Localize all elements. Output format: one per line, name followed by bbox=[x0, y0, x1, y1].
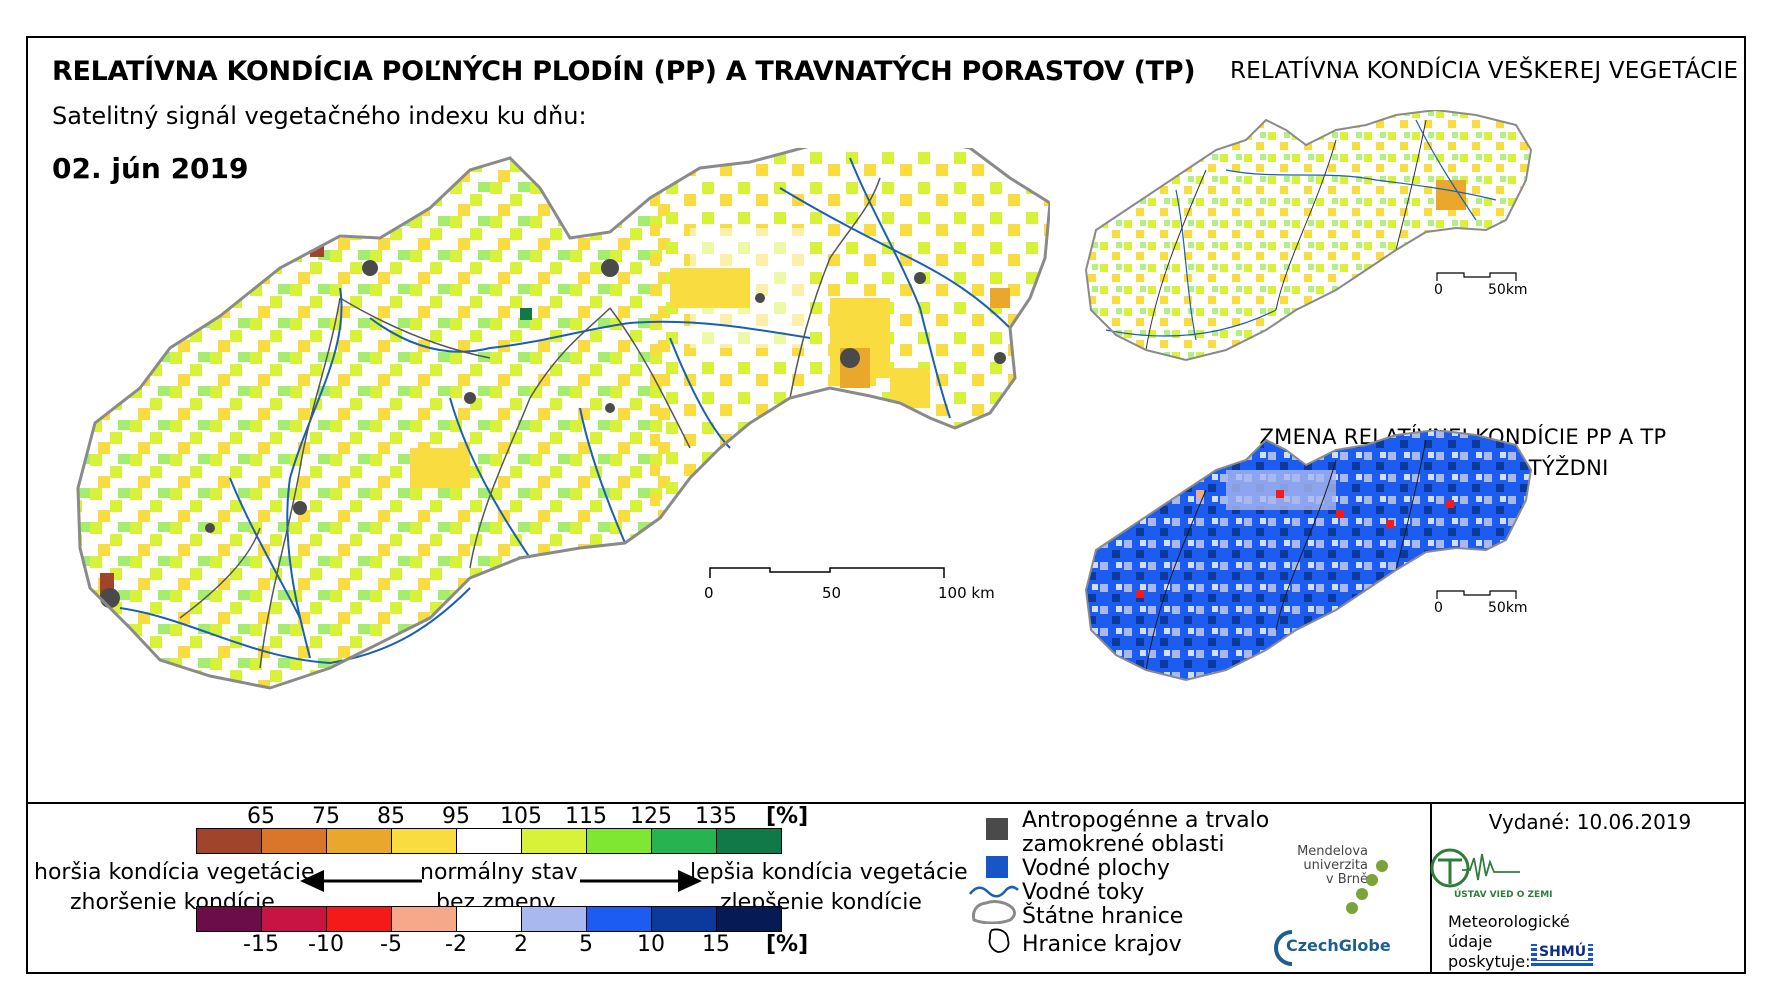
change-scale-tick-7: 15 bbox=[702, 932, 730, 957]
condition-scale-tick-2: 85 bbox=[377, 804, 405, 829]
meteo-credit-line3: poskytuje: bbox=[1448, 952, 1531, 971]
inset-top-scalebar-label-50: 50km bbox=[1488, 282, 1528, 298]
change-scale-tick-2: -5 bbox=[380, 932, 402, 957]
condition-scale-tick-4: 105 bbox=[500, 804, 542, 829]
condition-scale-tick-3: 95 bbox=[442, 804, 470, 829]
condition-scale-tick-5: 115 bbox=[565, 804, 607, 829]
condition-scale-tick-6: 125 bbox=[630, 804, 672, 829]
inset-top-scalebar bbox=[1436, 272, 1517, 281]
inset-weekly-change-map bbox=[1084, 430, 1533, 682]
inset-bottom-scalebar-label-50: 50km bbox=[1488, 600, 1528, 616]
czechglobe-logo-text: CzechGlobe bbox=[1286, 936, 1391, 955]
map-frame: RELATÍVNA KONDÍCIA POĽNÝCH PLODÍN (PP) A… bbox=[26, 36, 1746, 974]
legend-state-border-icon bbox=[972, 900, 1016, 924]
map-date: 02. jún 2019 bbox=[52, 152, 249, 185]
legend-river-icon bbox=[969, 885, 1019, 898]
legend-state-border-label: Štátne hranice bbox=[1022, 904, 1184, 929]
legend-urban-label-a: Antropogénne a trvalo bbox=[1022, 808, 1270, 833]
issued-date: Vydané: 10.06.2019 bbox=[1488, 810, 1692, 834]
change-scale-swatch-1 bbox=[261, 906, 327, 932]
legend-urban-label-b: zamokrené oblasti bbox=[1022, 832, 1225, 857]
condition-scale-swatch-5 bbox=[521, 828, 587, 854]
meteo-credit-line1: Meteorologické bbox=[1448, 912, 1570, 931]
uvoz-logo bbox=[1430, 848, 1520, 888]
czechglobe-logo-arc bbox=[1274, 930, 1293, 966]
inset-title-all-vegetation: RELATÍVNA KONDÍCIA VEŠKEREJ VEGETÁCIE bbox=[1230, 58, 1739, 84]
mendel-univ-line1: Mendelova bbox=[1297, 844, 1368, 859]
main-scalebar-label-0: 0 bbox=[704, 584, 714, 602]
map-subtitle: Satelitný signál vegetačného indexu ku d… bbox=[52, 102, 587, 130]
condition-scale-tick-1: 75 bbox=[312, 804, 340, 829]
change-scale-swatch-7 bbox=[651, 906, 717, 932]
label-better-condition: lepšia kondícia vegetácie bbox=[690, 860, 968, 885]
shmu-logo: SHMÚ bbox=[1531, 944, 1593, 966]
legend-region-border-label: Hranice krajov bbox=[1022, 932, 1182, 957]
change-scale-swatch-5 bbox=[521, 906, 587, 932]
label-normal-state: normálny stav bbox=[420, 860, 578, 885]
inset-bottom-scalebar bbox=[1436, 590, 1517, 599]
inset-all-vegetation-map bbox=[1084, 110, 1533, 362]
main-scalebar bbox=[709, 567, 945, 578]
condition-scale-swatch-8 bbox=[716, 828, 782, 854]
condition-scale-tick-7: 135 bbox=[695, 804, 737, 829]
legend-water-swatch bbox=[986, 856, 1008, 878]
condition-scale-tick-0: 65 bbox=[247, 804, 275, 829]
change-scale-swatch-4 bbox=[456, 906, 522, 932]
change-scale-unit: [%] bbox=[766, 932, 809, 957]
inset-bottom-scalebar-label-0: 0 bbox=[1434, 600, 1443, 616]
condition-scale-unit: [%] bbox=[766, 804, 809, 829]
main-scalebar-label-50: 50 bbox=[822, 584, 842, 602]
change-scale-tick-3: -2 bbox=[445, 932, 467, 957]
change-scale-tick-6: 10 bbox=[637, 932, 665, 957]
arrow-right bbox=[580, 870, 702, 892]
arrow-left bbox=[300, 870, 422, 892]
mendel-univ-line3: v Brně bbox=[1325, 872, 1368, 887]
condition-scale-swatch-4 bbox=[456, 828, 522, 854]
czechglobe-logo-dots bbox=[1346, 860, 1388, 914]
condition-scale-swatch-3 bbox=[391, 828, 457, 854]
condition-scale-swatch-6 bbox=[586, 828, 652, 854]
condition-scale-swatch-2 bbox=[326, 828, 392, 854]
legend-region-border-icon bbox=[988, 928, 1010, 953]
change-scale-tick-4: 2 bbox=[514, 932, 528, 957]
meteo-credit-line2: údaje bbox=[1448, 932, 1493, 951]
change-scale-swatch-8 bbox=[716, 906, 782, 932]
mendel-univ-line2: univerzita bbox=[1303, 858, 1368, 873]
change-scale-swatch-6 bbox=[586, 906, 652, 932]
legend-divider bbox=[28, 802, 1744, 804]
condition-scale-swatch-7 bbox=[651, 828, 717, 854]
issue-divider bbox=[1430, 802, 1432, 974]
label-worse-condition: horšia kondícia vegetácie bbox=[34, 860, 315, 885]
change-scale-swatch-2 bbox=[326, 906, 392, 932]
condition-scale-swatch-1 bbox=[261, 828, 327, 854]
change-scale-tick-0: -15 bbox=[243, 932, 279, 957]
legend-river-label: Vodné toky bbox=[1022, 880, 1145, 905]
uvoz-logo-text: ÚSTAV VIED O ZEMI bbox=[1454, 890, 1553, 900]
change-scale-tick-1: -10 bbox=[308, 932, 344, 957]
shmu-logo-text: SHMÚ bbox=[1537, 944, 1589, 960]
legend-urban-swatch bbox=[986, 818, 1008, 840]
legend-water-label: Vodné plochy bbox=[1022, 856, 1170, 881]
change-scale-swatch-0 bbox=[196, 906, 262, 932]
main-scalebar-label-100: 100 km bbox=[938, 584, 995, 602]
change-scale-tick-5: 5 bbox=[579, 932, 593, 957]
map-title: RELATÍVNA KONDÍCIA POĽNÝCH PLODÍN (PP) A… bbox=[52, 56, 1196, 87]
change-scale-swatch-3 bbox=[391, 906, 457, 932]
main-condition-map bbox=[76, 148, 1050, 690]
condition-scale-swatch-0 bbox=[196, 828, 262, 854]
inset-top-scalebar-label-0: 0 bbox=[1434, 282, 1443, 298]
